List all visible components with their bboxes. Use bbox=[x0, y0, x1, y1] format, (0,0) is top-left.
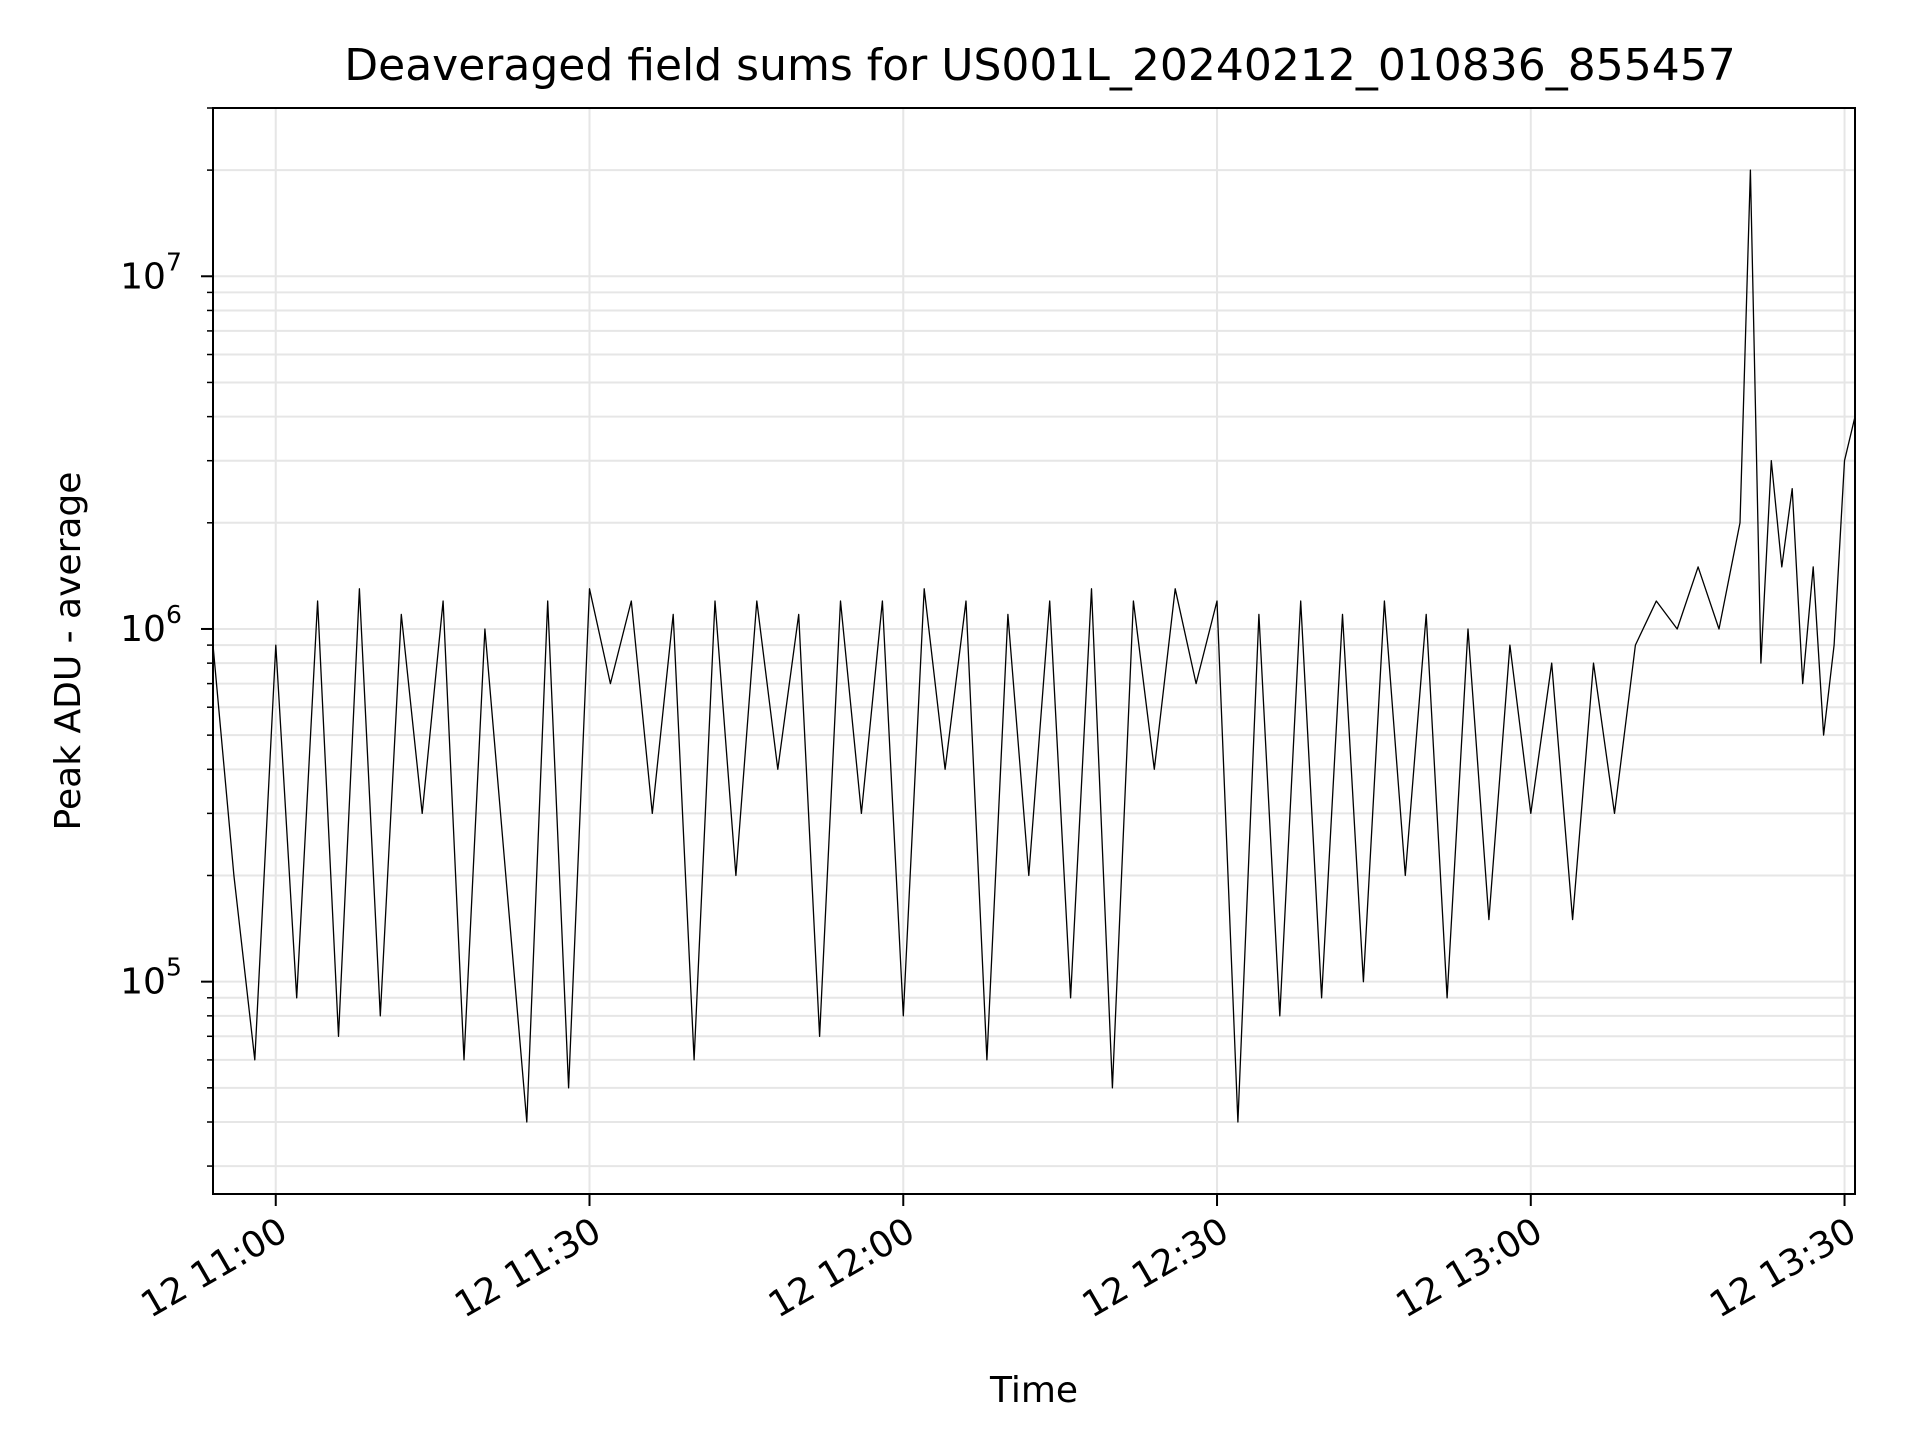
y-tick-exponent: 5 bbox=[166, 953, 182, 982]
grid bbox=[213, 107, 1855, 1194]
y-tick-exponent: 6 bbox=[166, 600, 182, 629]
series-line-0 bbox=[212, 169, 1856, 1123]
y-axis-label: Peak ADU - average bbox=[48, 472, 89, 831]
plot-frame bbox=[212, 107, 1856, 1195]
y-tick-base: 10 bbox=[120, 609, 166, 650]
chart-title: Deaveraged field sums for US001L_2024021… bbox=[344, 40, 1736, 91]
y-tick-base: 10 bbox=[120, 962, 166, 1003]
x-axis-label: Time bbox=[989, 1370, 1078, 1411]
series-layer bbox=[212, 169, 1856, 1123]
y-tick-label: 105 bbox=[120, 953, 182, 1003]
y-tick-label: 106 bbox=[120, 600, 182, 650]
y-tick-base: 10 bbox=[120, 256, 166, 297]
y-tick-exponent: 7 bbox=[166, 247, 182, 276]
y-tick-label: 107 bbox=[120, 247, 182, 297]
